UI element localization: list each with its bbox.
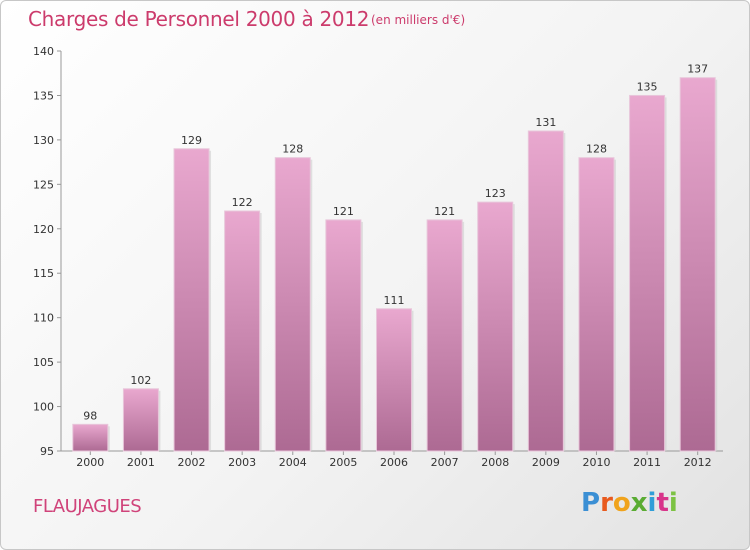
bar-2004 [274,157,311,452]
data-label: 111 [384,294,405,307]
x-tick-label: 2003 [228,456,256,469]
bars-group [72,77,718,452]
y-tick-label: 140 [33,45,54,58]
y-tick-label: 120 [33,223,54,236]
bar-2003 [224,210,261,452]
x-tick-label: 2006 [380,456,408,469]
data-label: 129 [181,134,202,147]
x-tick-label: 2005 [329,456,357,469]
bar-2011 [629,94,666,452]
bar-2002 [173,148,210,452]
y-tick-label: 125 [33,178,54,191]
data-labels-group: 98 102 129 122 128 121 111 121 123 131 128 135 137 [83,63,708,423]
bar-2009 [527,130,564,452]
data-label: 121 [333,205,354,218]
logo-letter: i [647,488,657,518]
data-label: 121 [434,205,455,218]
x-tick-label: 2000 [76,456,104,469]
y-tick-label: 95 [40,445,54,458]
data-label: 135 [637,80,658,93]
logo-letter: x [630,488,648,518]
logo-letter: t [656,488,669,518]
bar-2008 [477,201,514,452]
bar-2007 [426,219,463,452]
data-label: 123 [485,187,506,200]
x-tick-label: 2011 [633,456,661,469]
y-tick-label: 100 [33,401,54,414]
x-tick-label: 2004 [279,456,307,469]
data-label: 137 [687,63,708,76]
axes: 95 100 105 110 115 120 125 130 135 140 2000 2001 200… [33,45,723,469]
data-label: 102 [130,374,151,387]
x-tick-label: 2001 [127,456,155,469]
data-label: 128 [282,143,303,156]
y-tick-label: 115 [33,267,54,280]
x-tick-label: 2002 [178,456,206,469]
chart-title: Charges de Personnel 2000 à 2012 [28,7,370,31]
data-label: 128 [586,143,607,156]
x-tick-label: 2010 [582,456,610,469]
logo-letter: i [668,488,678,518]
y-tick-label: 130 [33,134,54,147]
x-tick-label: 2009 [532,456,560,469]
data-label: 131 [535,116,556,129]
logo-letter: o [612,488,631,518]
data-label: 98 [83,409,97,422]
y-tick-label: 110 [33,312,54,325]
bar-2005 [325,219,362,452]
bar-2012 [679,77,716,452]
chart-subtitle: (en milliers d'€) [371,13,466,27]
data-label: 122 [232,196,253,209]
y-tick-label: 135 [33,89,54,102]
bar-2010 [578,157,615,452]
bar-2001 [122,388,159,452]
x-tick-label: 2008 [481,456,509,469]
proxiti-logo[interactable]: Proxiti [581,488,678,518]
y-tick-label: 105 [33,356,54,369]
x-tick-label: 2007 [431,456,459,469]
bar-2006 [376,308,412,452]
x-tick-label: 2012 [684,456,712,469]
logo-letter: P [581,488,601,518]
bar-2000 [72,423,109,452]
logo-letter: r [600,488,613,518]
commune-name: FLAUJAGUES [33,496,142,517]
